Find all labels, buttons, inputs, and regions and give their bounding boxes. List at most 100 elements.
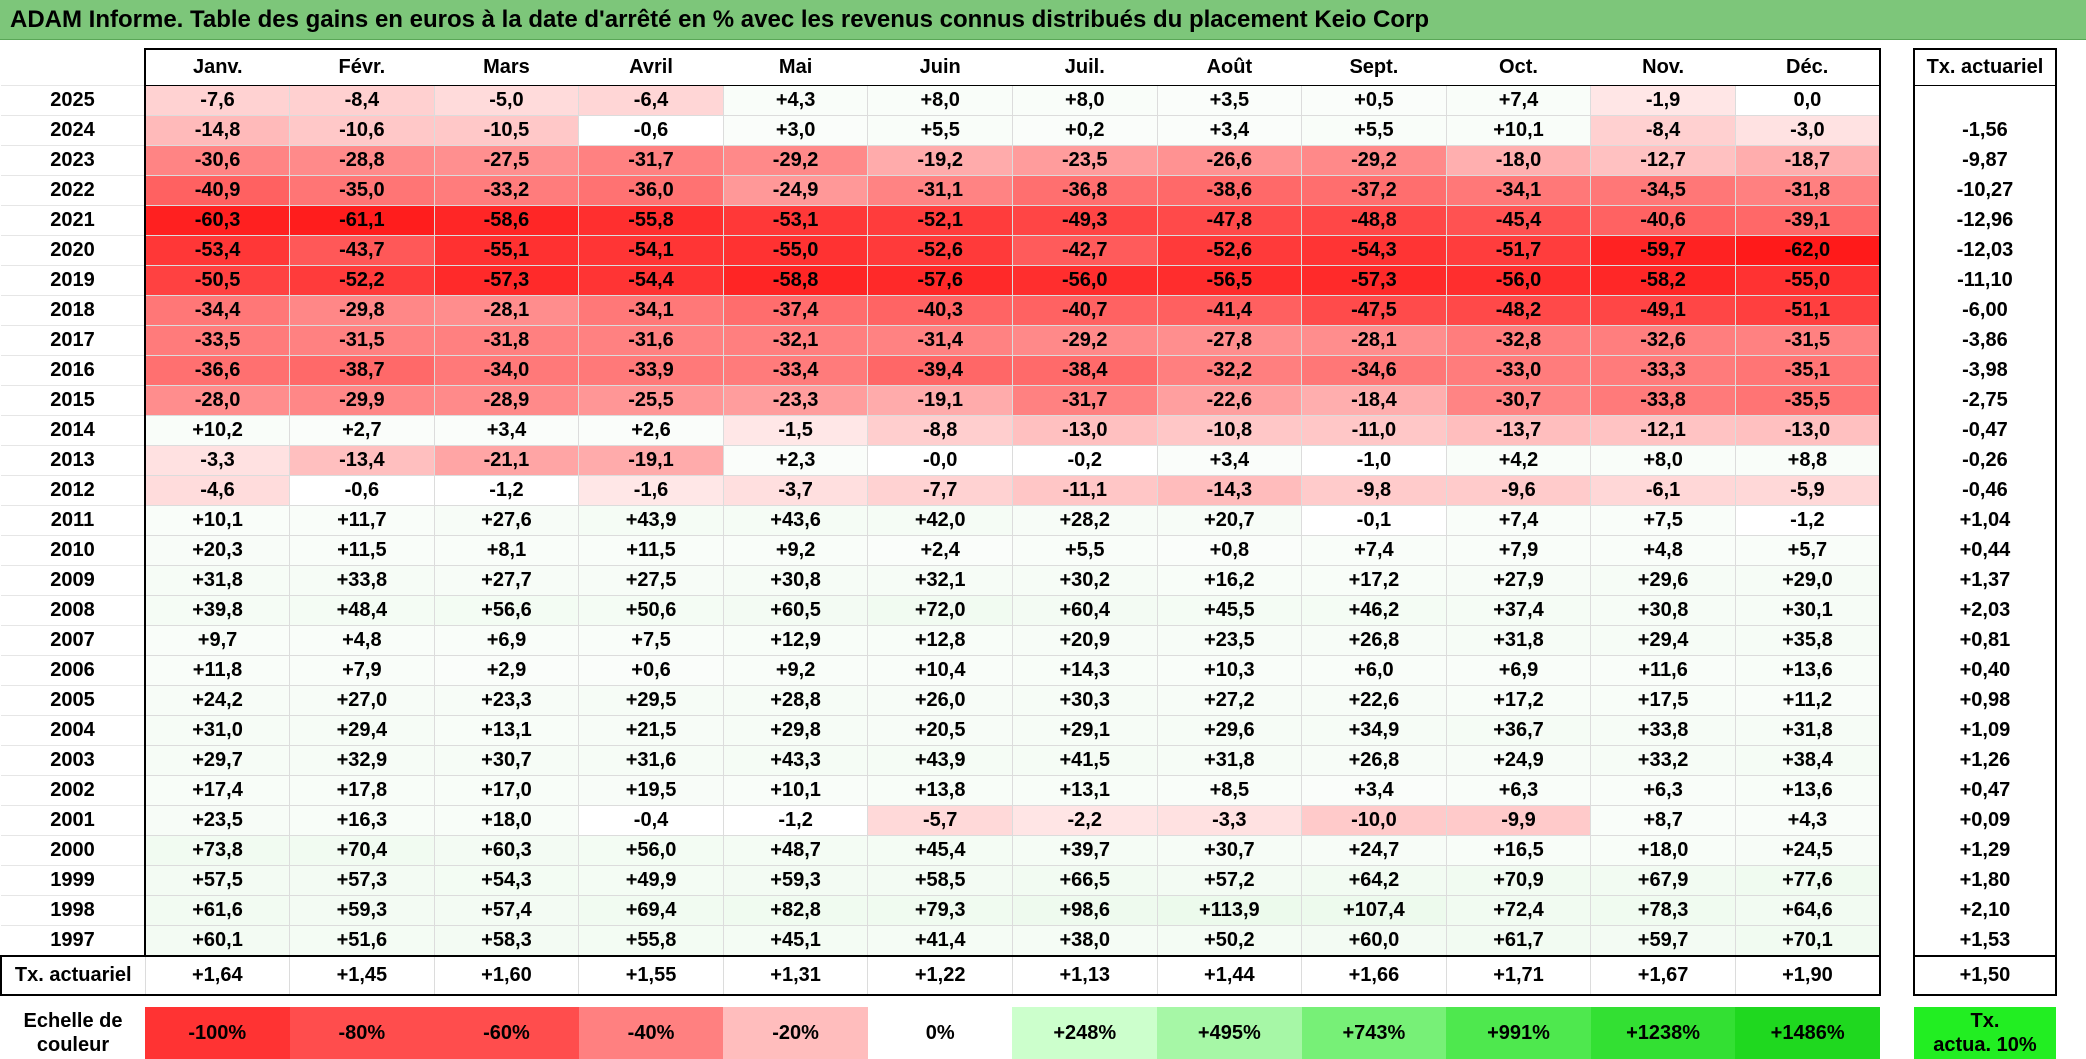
gain-cell: -42,7	[1011, 235, 1158, 266]
gap-cell	[1880, 566, 1914, 596]
year-label: 2008	[1, 595, 145, 626]
gain-cell: +30,2	[1011, 565, 1158, 596]
gain-cell: +9,7	[144, 625, 290, 656]
table-row: 2016 -36,6 -38,7 -34,0 -33,9 -33,4 -39,4 -38,4-…	[1, 355, 2057, 386]
gap-cell	[1880, 116, 1914, 146]
month-header: Juil.	[1012, 48, 1158, 86]
gain-cell: -33,9	[578, 355, 724, 386]
gain-cell: -18,7	[1734, 145, 1881, 176]
color-scale-row: Echelle de couleur -100% -80% -60% -40% -20% 0%…	[1, 1007, 2056, 1059]
gain-cell: +3,4	[433, 415, 579, 446]
table-row: 2025 -7,6 -8,4 -5,0 -6,4 +4,3 +8,0 +8,0 +3,5 +0,5…	[1, 85, 2057, 116]
gain-cell: -0,1	[1301, 505, 1447, 536]
gain-cell: +39,8	[144, 595, 290, 626]
summary-cell: +1,13	[1011, 955, 1158, 996]
gain-cell: +26,8	[1301, 745, 1447, 776]
gain-cell: -23,5	[1011, 145, 1158, 176]
gain-cell: +17,8	[289, 775, 435, 806]
gap-cell	[1880, 326, 1914, 356]
gain-cell: -13,4	[289, 445, 435, 476]
gain-cell: -56,0	[1445, 265, 1591, 296]
gain-cell: +35,8	[1734, 625, 1881, 656]
gain-cell: -5,7	[867, 805, 1013, 836]
gain-cell: -55,0	[722, 235, 868, 266]
gain-cell: -61,1	[289, 205, 435, 236]
gain-cell: +37,4	[1445, 595, 1591, 626]
table-row: 1998 +61,6 +59,3 +57,4 +69,4 +82,8 +79,3 +98,6 +…	[1, 895, 2057, 926]
corner-cell	[1, 49, 145, 86]
gain-cell: +0,6	[578, 655, 724, 686]
gain-cell: -0,6	[578, 115, 724, 146]
gain-cell: +41,4	[867, 925, 1013, 957]
gain-cell: +12,8	[867, 625, 1013, 656]
gain-cell: -9,9	[1445, 805, 1591, 836]
gain-cell: -35,1	[1734, 355, 1881, 386]
gain-cell: +13,1	[433, 715, 579, 746]
year-label: 2012	[1, 475, 145, 506]
gain-cell: -29,2	[1301, 145, 1447, 176]
gain-cell: -58,6	[433, 205, 579, 236]
gain-cell: +26,8	[1301, 625, 1447, 656]
gain-cell: +13,1	[1011, 775, 1158, 806]
gain-cell: +22,6	[1301, 685, 1447, 716]
gain-cell: -32,8	[1445, 325, 1591, 356]
gain-cell: +8,0	[867, 85, 1013, 116]
gain-cell: +7,4	[1445, 85, 1591, 116]
gain-cell: +8,8	[1734, 445, 1881, 476]
gain-cell: +8,7	[1590, 805, 1736, 836]
gain-cell: -29,2	[1011, 325, 1158, 356]
gain-cell: -6,4	[578, 85, 724, 116]
gain-cell: -1,6	[578, 475, 724, 506]
gap-cell	[1880, 626, 1914, 656]
month-header: Juin	[867, 48, 1013, 86]
year-label: 2015	[1, 385, 145, 416]
gain-cell: +16,2	[1156, 565, 1302, 596]
gain-cell: -33,0	[1445, 355, 1591, 386]
month-header: Nov.	[1590, 48, 1736, 86]
gain-cell: +57,5	[144, 865, 290, 896]
tx-actuariel-cell: +0,98	[1912, 685, 2057, 716]
gain-cell: +24,9	[1445, 745, 1591, 776]
gain-cell: +4,8	[1590, 535, 1736, 566]
gain-cell: +11,8	[144, 655, 290, 686]
gain-cell: +0,8	[1156, 535, 1302, 566]
summary-cell: +1,31	[722, 955, 868, 996]
gain-cell: +45,4	[867, 835, 1013, 866]
gain-cell: +57,4	[433, 895, 579, 926]
gain-cell: -32,1	[722, 325, 868, 356]
gap-cell	[1880, 49, 1914, 86]
gain-cell: +27,6	[433, 505, 579, 536]
gain-cell: +60,1	[144, 925, 290, 957]
color-scale-swatch: -20%	[723, 1007, 868, 1059]
gain-cell: +29,4	[289, 715, 435, 746]
year-label: 2023	[1, 145, 145, 176]
gain-cell: +18,0	[433, 805, 579, 836]
gain-cell: -48,2	[1445, 295, 1591, 326]
year-label: 2020	[1, 235, 145, 266]
tx-actuariel-cell: -0,46	[1912, 475, 2057, 506]
gain-cell: +13,8	[867, 775, 1013, 806]
gain-cell: +48,7	[722, 835, 868, 866]
gain-cell: +32,1	[867, 565, 1013, 596]
year-label: 2002	[1, 775, 145, 806]
gain-cell: +18,0	[1590, 835, 1736, 866]
gain-cell: +8,5	[1156, 775, 1302, 806]
year-label: 1997	[1, 925, 145, 956]
year-label: 2018	[1, 295, 145, 326]
gain-cell: +5,7	[1734, 535, 1881, 566]
year-label: 2019	[1, 265, 145, 296]
gain-cell: +3,0	[722, 115, 868, 146]
summary-label: Tx. actuariel	[0, 955, 145, 996]
gap-cell	[1880, 656, 1914, 686]
tx-actuariel-cell: +2,10	[1912, 895, 2057, 926]
gain-cell: -53,1	[722, 205, 868, 236]
gain-cell: -24,9	[722, 175, 868, 206]
year-label: 2006	[1, 655, 145, 686]
gain-cell: +39,7	[1011, 835, 1158, 866]
gain-cell: -31,4	[867, 325, 1013, 356]
spacer-row	[1, 995, 2056, 1007]
year-label: 2003	[1, 745, 145, 776]
tx-actuariel-cell: +1,26	[1912, 745, 2057, 776]
month-header: Sept.	[1301, 48, 1447, 86]
gain-cell: +36,7	[1445, 715, 1591, 746]
